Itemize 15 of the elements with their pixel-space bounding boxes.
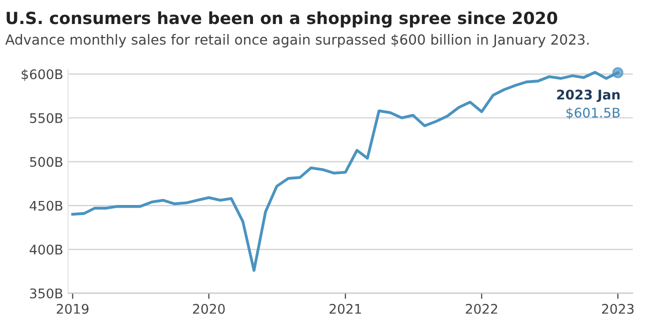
y-tick-label: $600B xyxy=(22,69,62,81)
y-tick-label: 400B xyxy=(30,244,62,255)
chart-subtitle: Advance monthly sales for retail once again surpassed $600 billion in January 2023. xyxy=(5,34,589,48)
x-tick-label: 2022 xyxy=(466,304,498,314)
x-tick-label: 2021 xyxy=(330,304,361,314)
y-tick-label: 550B xyxy=(30,113,62,124)
annotation: $601.5B xyxy=(566,107,620,120)
y-tick-label: 450B xyxy=(30,200,62,211)
annotation: 2023 Jan xyxy=(557,90,620,102)
x-tick-label: 2020 xyxy=(193,304,225,314)
x-tick-label: 2019 xyxy=(56,304,88,314)
y-tick-label: 500B xyxy=(30,156,62,167)
chart-title: U.S. consumers have been on a shopping spree since 2020 xyxy=(6,11,558,28)
y-tick-label: 350B xyxy=(30,288,62,298)
x-tick-label: 2023 xyxy=(602,304,634,314)
